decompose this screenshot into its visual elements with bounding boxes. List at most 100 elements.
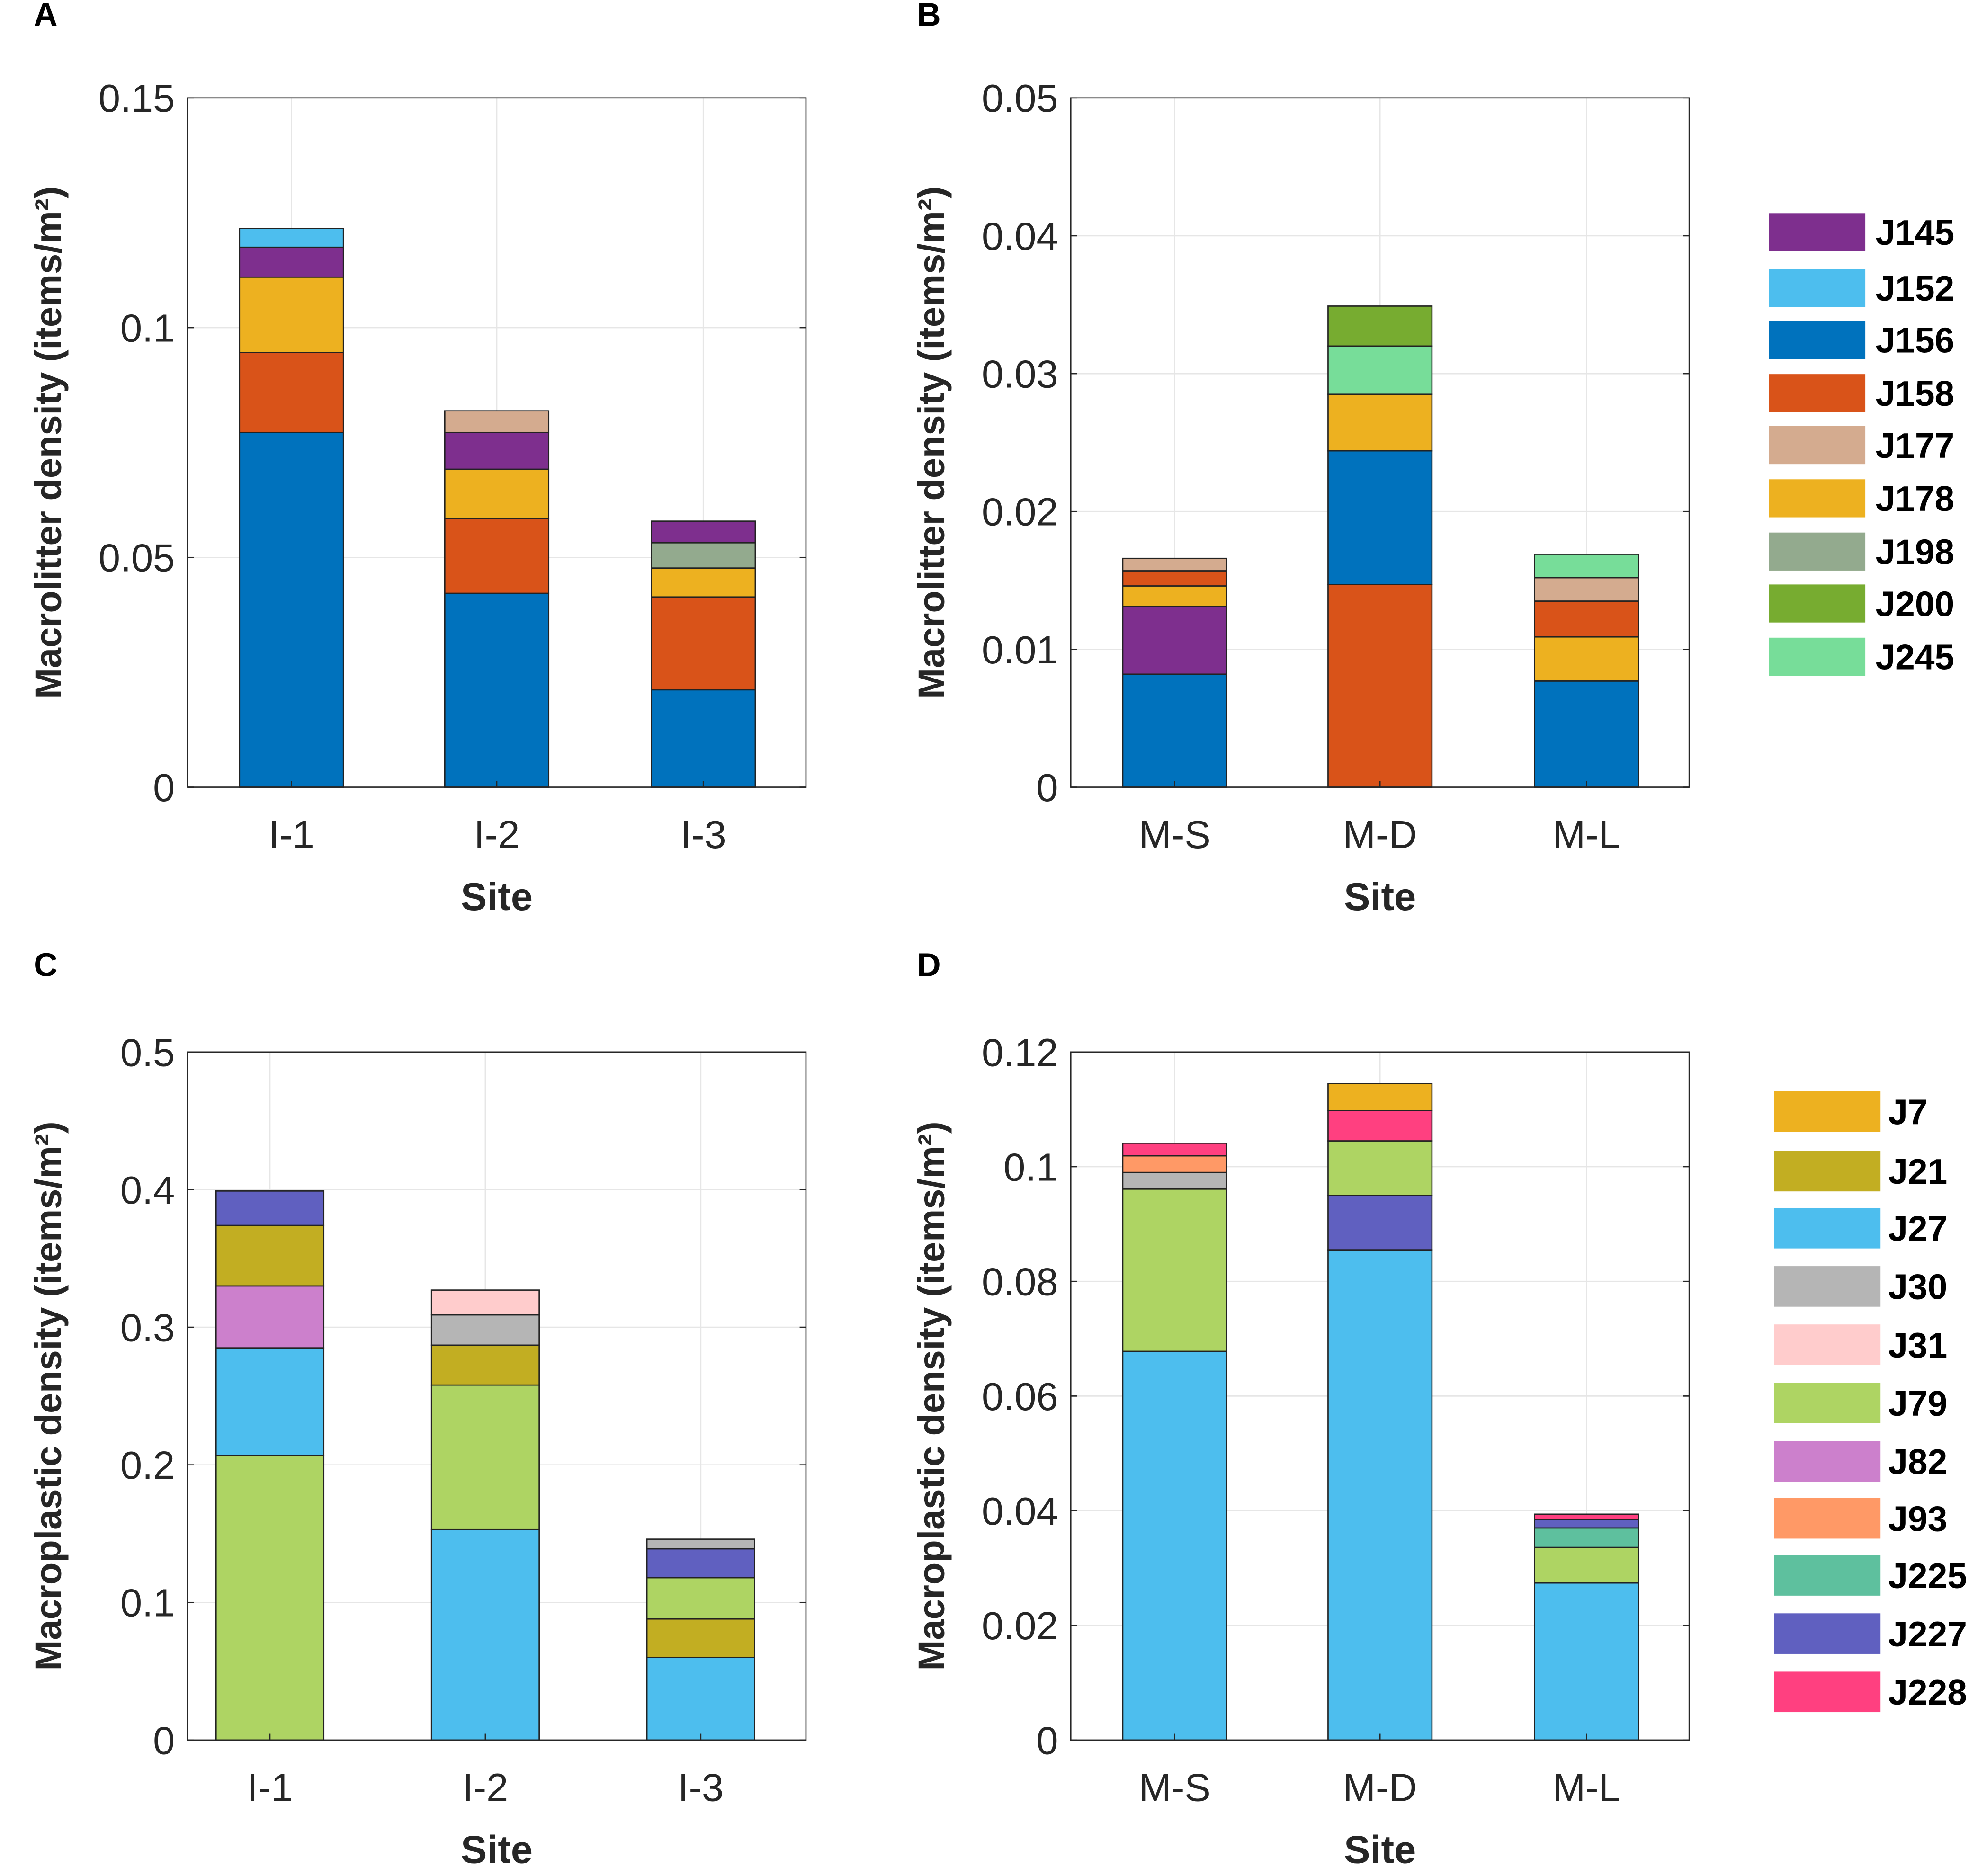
xtick-label: I-3 bbox=[680, 813, 726, 857]
ytick-label: 0.05 bbox=[982, 76, 1058, 120]
bar-segment-I-3-J227 bbox=[646, 1548, 755, 1579]
legend-item-J79: J79 bbox=[1774, 1383, 1947, 1423]
bar-segment-M-L-J227 bbox=[1534, 1519, 1639, 1529]
legend-item-J82: J82 bbox=[1774, 1441, 1947, 1482]
legend-label: J152 bbox=[1876, 268, 1955, 308]
axes-box bbox=[187, 1051, 807, 1741]
bar-segment-M-D-J245 bbox=[1327, 345, 1433, 395]
ytick-label: 0.04 bbox=[982, 214, 1058, 258]
panel-A: A 0 0.05 0.1 0.15 I-1 I-2 I-3 Site Macrolitter de… bbox=[28, 0, 807, 919]
ytick-label: 0 bbox=[1036, 766, 1058, 810]
bar-segment-I-1-J82 bbox=[215, 1285, 325, 1349]
legend-item-J93: J93 bbox=[1774, 1498, 1947, 1539]
legend-swatch bbox=[1774, 1613, 1881, 1654]
legend-label: J93 bbox=[1888, 1499, 1947, 1538]
bar-segment-M-S-J145 bbox=[1122, 606, 1227, 675]
legend-swatch bbox=[1774, 1555, 1881, 1596]
bar-segment-I-2-J30 bbox=[430, 1314, 540, 1346]
legend-swatch bbox=[1774, 1383, 1881, 1423]
bar-segment-M-L-J245 bbox=[1534, 554, 1639, 579]
legend-swatch bbox=[1774, 1441, 1881, 1482]
legend-item-J227: J227 bbox=[1774, 1613, 1967, 1654]
bar-segment-I-2-J178 bbox=[444, 468, 550, 519]
panel-D: D 0 0.02 0.04 0.06 0.08 0.1 0.12 M-S M-D M-L Site Ma… bbox=[912, 946, 1690, 1871]
legend-item-J7: J7 bbox=[1774, 1091, 1928, 1132]
legend-label: J156 bbox=[1876, 321, 1955, 360]
ytick-label: 0.5 bbox=[120, 1030, 175, 1074]
panel-label: A bbox=[34, 0, 57, 33]
legend-label: J31 bbox=[1888, 1325, 1947, 1365]
bar-segment-I-1-J227 bbox=[215, 1190, 325, 1226]
y-axis-label: Macrolitter density (items/m²) bbox=[912, 187, 952, 699]
legend-label: J245 bbox=[1876, 637, 1955, 677]
bar-segment-I-2-J156 bbox=[444, 592, 550, 788]
legend-1: J145 J152 J156 J158 J177 J178 J198 J200 J245 bbox=[1769, 213, 1954, 677]
legend-label: J177 bbox=[1876, 426, 1955, 465]
x-axis-label: Site bbox=[461, 875, 533, 919]
legend-label: J228 bbox=[1888, 1672, 1967, 1712]
legend-item-J245: J245 bbox=[1769, 637, 1954, 677]
legend-swatch bbox=[1774, 1151, 1881, 1192]
ytick-label: 0.2 bbox=[120, 1443, 175, 1487]
bar-segment-M-L-J79 bbox=[1534, 1546, 1639, 1584]
legend-item-J178: J178 bbox=[1769, 479, 1954, 518]
legend-item-J225: J225 bbox=[1774, 1555, 1967, 1596]
ytick-label: 0.01 bbox=[982, 628, 1058, 672]
bar-segment-M-L-J158 bbox=[1534, 600, 1639, 638]
x-axis-label: Site bbox=[1344, 875, 1416, 919]
ytick-label: 0.4 bbox=[120, 1168, 175, 1212]
x-axis-label: Site bbox=[1344, 1827, 1416, 1871]
legend-item-J27: J27 bbox=[1774, 1207, 1947, 1249]
ytick-label: 0.04 bbox=[982, 1489, 1058, 1533]
legend-swatch bbox=[1769, 269, 1866, 307]
legend-label: J145 bbox=[1876, 213, 1955, 252]
bar-segment-I-3-J198 bbox=[651, 542, 756, 569]
bar-segment-M-D-J228 bbox=[1327, 1110, 1433, 1142]
bar-segment-I-2-J31 bbox=[430, 1289, 540, 1316]
legend-item-J158: J158 bbox=[1769, 374, 1954, 413]
bar-segment-I-2-J27 bbox=[430, 1528, 540, 1741]
bar-segment-M-S-J228 bbox=[1122, 1143, 1227, 1157]
legend-label: J200 bbox=[1876, 584, 1955, 624]
legend-item-J30: J30 bbox=[1774, 1266, 1947, 1307]
x-axis-label: Site bbox=[461, 1827, 533, 1871]
bar-segment-M-D-J27 bbox=[1327, 1249, 1433, 1741]
legend-item-J152: J152 bbox=[1769, 268, 1954, 308]
bar-segment-I-3-J30 bbox=[646, 1538, 755, 1550]
legend-swatch bbox=[1774, 1207, 1881, 1249]
bar-segment-M-L-J225 bbox=[1534, 1527, 1639, 1548]
legend-label: J198 bbox=[1876, 532, 1955, 572]
bar-segment-M-S-J30 bbox=[1122, 1171, 1227, 1190]
bar-segment-M-D-J7 bbox=[1327, 1083, 1433, 1111]
legend-item-J228: J228 bbox=[1774, 1671, 1967, 1713]
bar-segment-M-D-J200 bbox=[1327, 305, 1433, 347]
bar-segment-I-1-J156 bbox=[239, 431, 344, 788]
legend-swatch bbox=[1769, 637, 1866, 676]
xtick-label: M-S bbox=[1139, 813, 1211, 857]
bar-segment-M-L-J27 bbox=[1534, 1582, 1639, 1741]
bar-segment-M-D-J178 bbox=[1327, 393, 1433, 452]
legend-swatch bbox=[1774, 1671, 1881, 1713]
xtick-label: M-S bbox=[1139, 1765, 1211, 1809]
bar-segment-I-2-J177 bbox=[444, 410, 550, 433]
bar-segment-M-S-J177 bbox=[1122, 557, 1227, 572]
ytick-label: 0.03 bbox=[982, 352, 1058, 396]
legend-swatch bbox=[1769, 374, 1866, 412]
bar-segment-I-2-J158 bbox=[444, 518, 550, 594]
axes-box bbox=[187, 97, 807, 788]
panel-B: B 0 0.01 0.02 0.03 0.04 0.05 M-S M-D M-L Site Macro… bbox=[912, 0, 1690, 919]
bar-segment-M-S-J156 bbox=[1122, 673, 1227, 788]
panel-label: B bbox=[917, 0, 940, 33]
legend-label: J79 bbox=[1888, 1384, 1947, 1423]
xtick-label: M-L bbox=[1553, 813, 1620, 857]
legend-item-J31: J31 bbox=[1774, 1324, 1947, 1365]
bar-segment-I-3-J178 bbox=[651, 567, 756, 598]
bar-segment-M-L-J178 bbox=[1534, 636, 1639, 682]
legend-item-J198: J198 bbox=[1769, 532, 1954, 572]
bar-segment-M-S-J93 bbox=[1122, 1155, 1227, 1173]
ytick-label: 0.1 bbox=[120, 1581, 175, 1625]
legend-label: J21 bbox=[1888, 1152, 1947, 1191]
ytick-label: 0.05 bbox=[98, 536, 175, 580]
bar-segment-M-D-J156 bbox=[1327, 450, 1433, 585]
